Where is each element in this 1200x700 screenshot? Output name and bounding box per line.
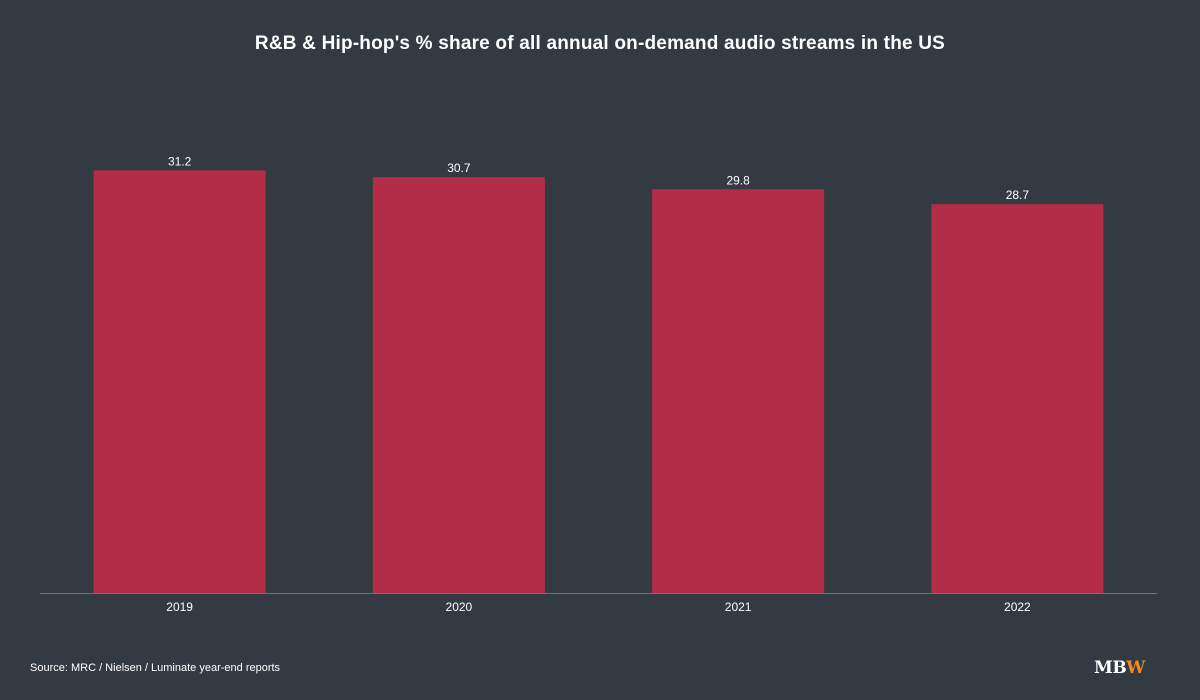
source-note: Source: MRC / Nielsen / Luminate year-en… xyxy=(30,662,281,674)
data-label-2022: 28.7 xyxy=(1006,188,1030,202)
bar-2019 xyxy=(93,170,266,593)
x-tick-label-2020: 2020 xyxy=(446,600,473,614)
chart-title: R&B & Hip-hop's % share of all annual on… xyxy=(254,33,946,54)
x-tick-label-2021: 2021 xyxy=(725,600,752,614)
x-tick-label-2019: 2019 xyxy=(166,600,193,614)
data-label-2021: 29.8 xyxy=(726,173,750,187)
data-label-2020: 30.7 xyxy=(447,161,471,175)
bar-2021 xyxy=(652,189,825,594)
logo-mb-text: MB xyxy=(1094,658,1127,678)
logo-w-text: W xyxy=(1126,658,1145,678)
data-label-2019: 31.2 xyxy=(168,154,192,168)
x-tick-label-2022: 2022 xyxy=(1004,600,1031,614)
mbw-logo: MBW xyxy=(1094,658,1145,678)
bar-2020 xyxy=(372,177,545,593)
bar-2022 xyxy=(931,204,1104,593)
